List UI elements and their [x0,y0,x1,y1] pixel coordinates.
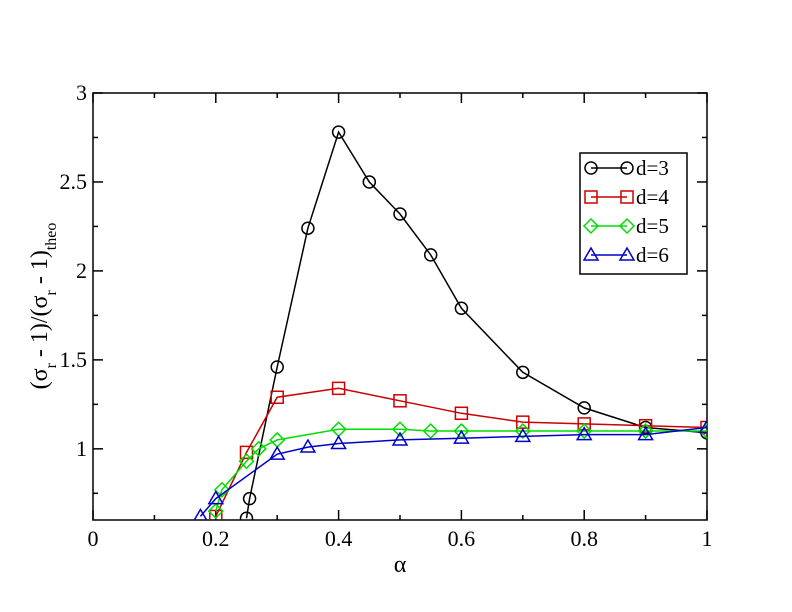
data-point [516,365,530,380]
data-point [331,381,346,396]
legend-box [579,152,688,275]
data-point [391,421,409,438]
data-point [637,426,654,441]
y-tick-label: 1.5 [60,347,88,372]
data-point [239,445,254,460]
data-point [330,435,347,450]
data-point [242,491,257,506]
data-point [193,507,208,520]
legend-entry: d=3 [584,156,669,180]
legend-marker [618,217,636,235]
data-point [270,360,284,374]
x-tick-label: 0.2 [202,526,230,551]
data-point [213,481,231,498]
series-line [245,130,707,519]
axis-ticks [92,92,708,520]
series-d=6 [193,418,707,520]
data-point [454,301,469,316]
legend: d=3 d=4 d=5 d=6 [579,152,688,275]
legend-marker [582,217,600,235]
data-point [577,401,591,415]
legend-label: d=3 [636,156,669,180]
legend-entry: d=4 [584,185,669,209]
data-point [301,221,315,235]
series-layer [193,125,707,520]
legend-label: d=5 [636,214,669,238]
data-point [362,175,377,189]
x-tick-label: 0.8 [570,526,598,551]
data-point [576,422,593,440]
data-point [575,426,593,441]
legend-marker [582,246,600,261]
y-tick-labels: 1 1.5 2 2.5 3 [60,80,88,461]
y-tick-label: 3 [76,80,87,105]
series-d=5 [207,421,707,520]
y-tick-label: 2.5 [60,169,88,194]
data-point [268,445,286,460]
data-point [391,431,409,446]
data-point [393,207,407,221]
x-tick-labels: 0 0.2 0.4 0.6 0.8 1 [88,526,713,551]
legend-marker [620,161,634,175]
data-point [250,440,267,457]
data-point [331,125,346,139]
data-point [270,390,284,404]
legend-marker [620,190,634,204]
legend-marker [618,246,636,261]
y-axis-label: (σr - 1)/(σr - 1)theo [27,223,60,390]
data-point [239,511,254,520]
data-point [454,406,469,420]
legend-label: d=4 [636,185,669,209]
x-axis-label: α [394,552,407,578]
x-tick-label: 0.4 [325,526,353,551]
data-point [238,453,255,470]
series-line [199,426,707,517]
legend-marker [584,161,598,175]
data-point [698,418,707,434]
y-tick-label: 2 [76,258,87,283]
data-point [514,427,532,443]
data-point [423,248,438,262]
series-line [215,428,707,512]
y-tick-label: 1 [76,436,87,461]
data-point [207,490,225,505]
series-line [215,387,707,517]
data-point [393,394,407,408]
data-point [422,422,439,440]
legend-entry: d=5 [582,214,669,238]
data-point [514,422,531,440]
data-point [299,438,317,453]
data-point [207,503,224,520]
x-tick-label: 0.6 [448,526,476,551]
x-tick-label: 0 [88,526,99,551]
x-tick-label: 1 [702,526,713,551]
data-point [577,417,591,431]
legend-label: d=6 [636,243,669,267]
legend-entry: d=6 [582,243,669,267]
legend-marker [584,190,598,204]
data-point [453,429,470,444]
data-point [637,422,654,440]
